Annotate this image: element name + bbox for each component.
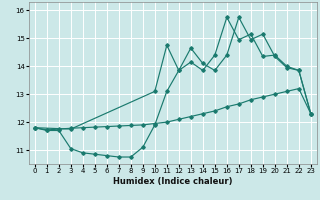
X-axis label: Humidex (Indice chaleur): Humidex (Indice chaleur) xyxy=(113,177,233,186)
